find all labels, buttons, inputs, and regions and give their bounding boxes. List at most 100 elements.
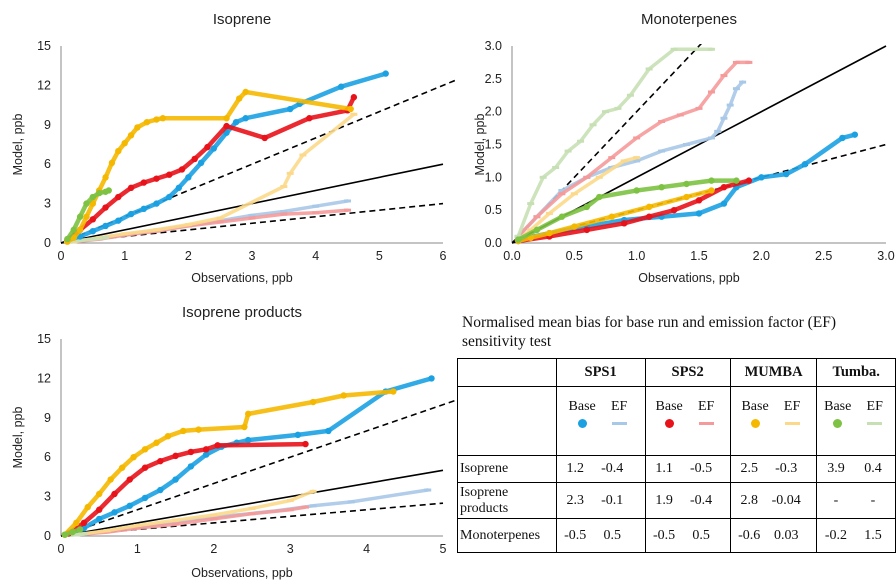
data-point [745, 177, 753, 184]
data-point [202, 451, 210, 458]
data-point [683, 143, 691, 146]
corner-cell [457, 386, 557, 456]
data-point [61, 531, 69, 538]
data-point [633, 187, 640, 194]
data-point [589, 123, 597, 127]
data-point [783, 170, 790, 178]
y-tick-label: 2.5 [485, 72, 502, 86]
data-point [69, 528, 76, 536]
y-tick-label: 15 [37, 332, 51, 346]
data-point [115, 147, 122, 155]
value-cell: 1.5 [864, 527, 882, 543]
data-point [564, 149, 572, 153]
data-point [89, 216, 97, 223]
series-group [61, 526, 84, 538]
data-point [105, 187, 112, 194]
row-label: Isoprene products [457, 482, 557, 519]
data-point [118, 464, 126, 471]
data-point [558, 192, 566, 196]
table-row: Isoprene 1.2 -0.4 1.1 -0.5 2.5 -0.3 3.9 0.4 [457, 455, 896, 483]
run-label: Base [568, 399, 596, 414]
y-tick-label: 0 [44, 236, 51, 250]
data-point [121, 232, 129, 236]
data-point [197, 159, 205, 167]
data-point [70, 226, 77, 234]
one-to-one-line [61, 469, 444, 537]
x-tick-label: 2 [185, 249, 192, 263]
series-group [65, 440, 309, 537]
data-point [707, 90, 715, 94]
data-point [306, 115, 313, 122]
x-tick-label: 1.0 [628, 249, 645, 263]
data-point [157, 457, 164, 465]
legend-dash-icon [611, 422, 627, 425]
data-point [801, 161, 809, 168]
data-point [127, 132, 135, 139]
data-point [241, 423, 248, 431]
data-point [658, 149, 666, 153]
x-tick-label: 3 [287, 542, 294, 556]
data-point [159, 115, 167, 122]
data-point [720, 183, 728, 191]
data-point [133, 523, 141, 527]
data-point [325, 427, 332, 435]
data-point [133, 526, 141, 530]
data-point [141, 464, 149, 471]
data-point [287, 105, 294, 113]
data-point [608, 213, 615, 220]
data-point [102, 222, 109, 230]
corner-cell [457, 358, 557, 387]
legend-dot-icon [664, 419, 674, 428]
data-point [126, 502, 133, 509]
data-point [242, 115, 249, 122]
x-tick-label: 3 [249, 249, 256, 263]
data-point [758, 174, 765, 181]
y-tick-label: 9 [44, 411, 51, 425]
data-point [242, 88, 249, 96]
series-group [515, 187, 715, 245]
plot-area [61, 375, 455, 538]
data-point [286, 508, 294, 512]
data-point [164, 432, 172, 440]
data-point [141, 446, 149, 453]
run-header-row: Base EF Base EF Base EF Base EF [457, 386, 896, 456]
data-point [707, 47, 715, 51]
data-point [626, 93, 634, 97]
x-tick-label: 1 [121, 249, 128, 263]
data-point [244, 410, 252, 418]
series-group [70, 208, 351, 244]
data-point [312, 211, 320, 215]
x-tick-label: 0 [58, 249, 65, 263]
site-header-row: SPS1 SPS2 MUMBA Tumba. [457, 358, 896, 387]
data-point [726, 103, 734, 107]
data-point [676, 113, 684, 117]
x-tick-label: 2.0 [753, 249, 770, 263]
data-point [620, 159, 628, 163]
data-point [187, 463, 195, 470]
y-tick-label: 15 [37, 39, 51, 53]
y-tick-label: 6 [44, 157, 51, 171]
data-point [608, 156, 616, 160]
data-point [102, 204, 109, 211]
data-point [745, 60, 753, 64]
data-point [340, 392, 347, 399]
two-to-one-line [61, 399, 455, 537]
data-point [180, 427, 187, 435]
data-point [89, 193, 97, 201]
data-point [714, 129, 722, 133]
data-point [280, 185, 288, 189]
data-point [515, 236, 522, 243]
data-point [127, 184, 135, 192]
data-point [428, 375, 435, 382]
data-point [64, 235, 71, 243]
data-point [96, 506, 103, 513]
table-caption: Normalised mean bias for base run and em… [462, 314, 837, 350]
x-tick-label: 2 [210, 542, 217, 556]
y-tick-label: 12 [37, 371, 51, 385]
legend-dash-icon [698, 422, 714, 425]
data-point [72, 533, 80, 537]
data-point [633, 156, 641, 160]
value-cell: 0.4 [864, 461, 882, 476]
